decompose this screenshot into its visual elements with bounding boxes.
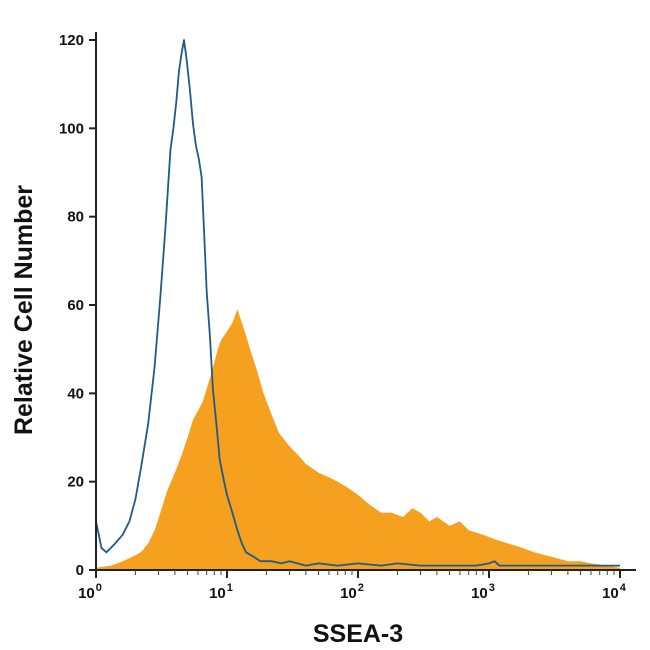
x-tick-label: 100 [78,582,102,602]
plot-area [95,39,620,570]
y-tick-label: 100 [59,120,84,137]
y-tick-label: 120 [59,32,84,49]
y-tick-label: 80 [67,209,84,226]
x-tick-label: 103 [471,582,495,602]
series-0-filled-histogram [96,309,620,570]
y-axis-title: Relative Cell Number [10,185,38,435]
y-tick-label: 60 [67,297,84,314]
y-tick-label: 40 [67,385,84,402]
series-1-outline-histogram [95,39,620,567]
x-tick-exponent: 2 [358,582,364,594]
x-tick-label: 102 [340,582,364,602]
x-tick-label: 104 [602,582,627,602]
x-tick-exponent: 3 [489,582,495,594]
y-tick-label: 0 [76,562,84,579]
x-tick-exponent: 0 [96,582,102,594]
x-tick-exponent: 1 [227,582,233,594]
x-tick-label: 101 [209,582,233,602]
y-tick-label: 20 [67,474,84,491]
x-tick-exponent: 4 [620,582,627,594]
x-axis-title: SSEA-3 [313,620,403,648]
